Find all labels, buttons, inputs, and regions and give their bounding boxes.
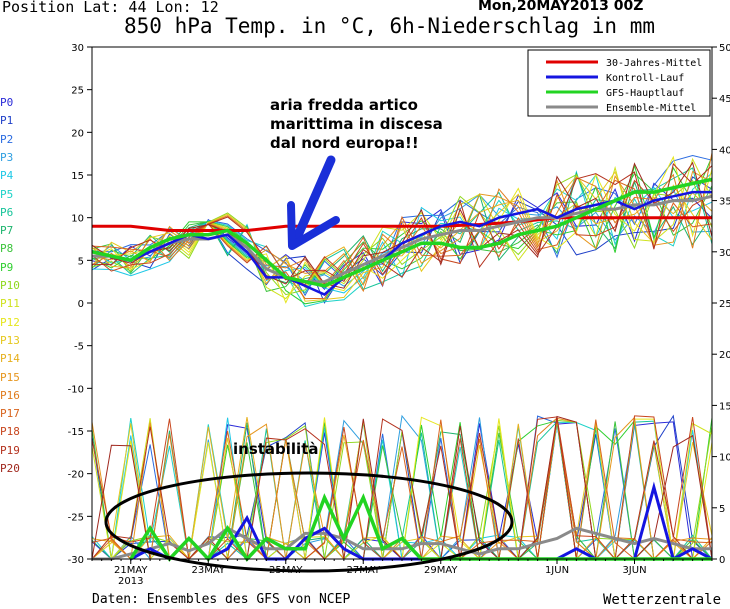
instability-label: instabilità: [233, 440, 319, 458]
y-tick-label-left: -20: [68, 470, 84, 481]
member-label-p2: P2: [0, 132, 14, 146]
y-tick-label-right: 5: [719, 504, 725, 515]
member-label-p6: P6: [0, 205, 14, 219]
y-tick-label-right: 40: [719, 145, 730, 156]
y-tick-label-right: 45: [719, 94, 730, 105]
member-label-p9: P9: [0, 260, 14, 274]
member-label-p7: P7: [0, 224, 14, 238]
y-tick-label-left: 10: [71, 214, 84, 225]
position-label: Position Lat: 44 Lon: 12: [2, 0, 219, 16]
y-tick-label-left: 20: [71, 128, 84, 139]
y-tick-label-right: 10: [719, 453, 730, 464]
gfs-main-line: [91, 177, 713, 288]
member-label-p13: P13: [0, 333, 20, 347]
member-label-p3: P3: [0, 150, 14, 164]
member-label-p19: P19: [0, 443, 20, 457]
member-label-p12: P12: [0, 315, 20, 329]
legend-entry: Ensemble-Mittel: [606, 103, 696, 114]
legend-entry: 30-Jahres-Mittel: [606, 58, 702, 69]
y-tick-label-left: -25: [68, 512, 84, 523]
axes: 302520151050-5-10-15-20-25-3050454035302…: [68, 43, 730, 587]
y-tick-label-right: 0: [719, 555, 725, 566]
member-label-p20: P20: [0, 462, 20, 475]
y-tick-label-left: 0: [78, 299, 84, 310]
ensemble-mean-line: [92, 194, 713, 284]
arrow-head: [287, 201, 340, 250]
x-tick-label: 3JUN: [622, 565, 646, 576]
member-precip-p17: [91, 417, 713, 560]
run-date: Mon,20MAY2013 00Z: [478, 0, 644, 14]
y-tick-label-right: 20: [719, 350, 730, 361]
member-label-p14: P14: [0, 352, 20, 366]
member-label-p15: P15: [0, 370, 20, 384]
member-label-p0: P0: [0, 96, 14, 109]
y-tick-label-left: 5: [78, 256, 84, 267]
member-label-p1: P1: [0, 114, 14, 128]
member-label-p18: P18: [0, 425, 20, 439]
y-tick-label-left: 30: [71, 43, 84, 54]
data-source: Daten: Ensembles des GFS von NCEP: [92, 592, 351, 607]
legend: 30-Jahres-Mittel Kontroll-Lauf GFS-Hauptla…: [527, 49, 711, 117]
member-line-p15: [91, 170, 713, 286]
y-tick-label-right: 50: [719, 43, 730, 54]
y-tick-label-left: 25: [71, 86, 84, 97]
member-label-p11: P11: [0, 297, 20, 311]
blue-arrow-annotation: [287, 155, 340, 250]
x-tick-label: 23MAY: [191, 565, 225, 576]
instability-ellipse: [104, 471, 514, 573]
member-label-p17: P17: [0, 407, 20, 421]
y-tick-label-right: 15: [719, 401, 730, 412]
y-tick-label-left: -15: [68, 427, 84, 438]
y-tick-label-left: -5: [74, 342, 84, 353]
member-label-p16: P16: [0, 388, 20, 402]
legend-entry: GFS-Hauptlauf: [606, 88, 684, 99]
x-tick-label: 21MAY: [114, 565, 148, 576]
x-tick-sublabel: 2013: [118, 576, 143, 587]
member-line-p7: [91, 171, 713, 284]
x-tick-label: 1JUN: [545, 565, 569, 576]
member-label-p10: P10: [0, 279, 20, 292]
x-tick-label: 29MAY: [424, 565, 458, 576]
climate-mean-line: [92, 216, 712, 232]
arrow-annotation-text: aria fredda artico marittima in discesa …: [270, 96, 443, 152]
y-tick-label-right: 25: [719, 299, 730, 310]
y-tick-label-left: 15: [71, 171, 84, 182]
brand-label: Wetterzentrale: [603, 592, 722, 608]
arrow-shaft: [291, 155, 336, 245]
y-tick-label-left: -30: [68, 555, 84, 566]
member-line-p17: [91, 179, 713, 300]
y-tick-label-right: 30: [719, 248, 730, 259]
member-label-p5: P5: [0, 187, 14, 201]
member-line-p9: [91, 156, 713, 305]
ensemble-mean-precip: [92, 526, 712, 561]
member-label-p8: P8: [0, 242, 14, 256]
chart-title: 850 hPa Temp. in °C, 6h-Niederschlag in …: [124, 14, 656, 38]
member-label-p4: P4: [0, 169, 14, 183]
legend-entry: Kontroll-Lauf: [606, 73, 684, 84]
y-tick-label-right: 35: [719, 197, 730, 208]
y-tick-label-left: -10: [68, 384, 84, 395]
